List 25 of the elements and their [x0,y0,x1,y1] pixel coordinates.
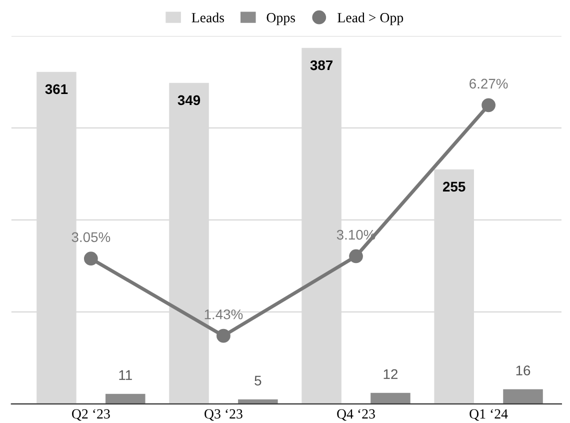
data-label: 11 [119,370,132,380]
data-label: 255 [442,182,466,192]
legend-label: Opps [266,13,296,26]
data-label: 6.27% [470,78,508,89]
data-label: 349 [178,95,200,106]
legend-label: Lead > Opp [338,12,404,26]
point [216,328,230,343]
x-tick-label: Q2 ‘23 [72,409,110,421]
bar [503,389,543,404]
data-label: 12 [384,369,398,379]
data-label: 16 [516,366,530,376]
bar [370,392,410,404]
data-label: 361 [45,84,68,94]
data-label: 3.05% [72,232,110,242]
legend-label: Leads [192,12,224,22]
data-label: 387 [310,60,333,70]
x-tick-label: Q3 ‘23 [204,409,242,421]
bar [106,394,146,404]
x-tick-label: Q1 ‘24 [470,409,508,421]
data-label: 1.43% [204,309,243,320]
point [84,252,98,266]
point [482,98,496,112]
x-tick-label: Q4 ‘23 [337,409,375,421]
point [349,249,363,264]
data-label: 5 [254,376,262,386]
